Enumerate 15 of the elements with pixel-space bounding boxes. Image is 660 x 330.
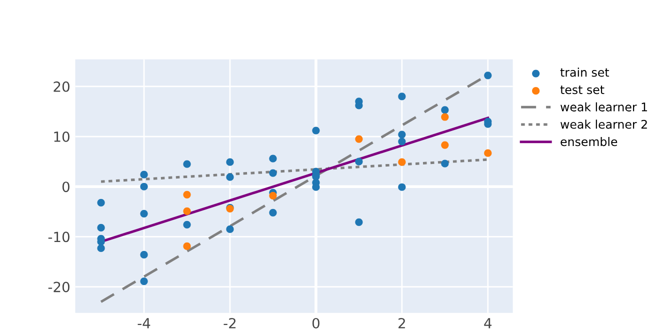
y-tick-label: -10 xyxy=(48,232,70,242)
x-tick-label: 2 xyxy=(398,318,405,328)
legend-label: weak learner 2 xyxy=(560,120,647,129)
x-tick-label: 0 xyxy=(312,318,320,328)
y-tick-label: 10 xyxy=(54,132,70,142)
y-tick-label: 20 xyxy=(54,81,70,92)
y-tick-label: 0 xyxy=(62,182,70,192)
legend-label: test set xyxy=(560,86,604,94)
legend-label: train set xyxy=(560,68,610,77)
x-tick-label: -4 xyxy=(138,318,150,328)
x-tick-label: 4 xyxy=(484,318,492,328)
x-tick-label: -2 xyxy=(224,318,236,328)
legend-label: ensemble xyxy=(560,136,618,146)
legend-label: weak learner 1 xyxy=(560,102,647,112)
y-tick-label: -20 xyxy=(48,282,70,292)
